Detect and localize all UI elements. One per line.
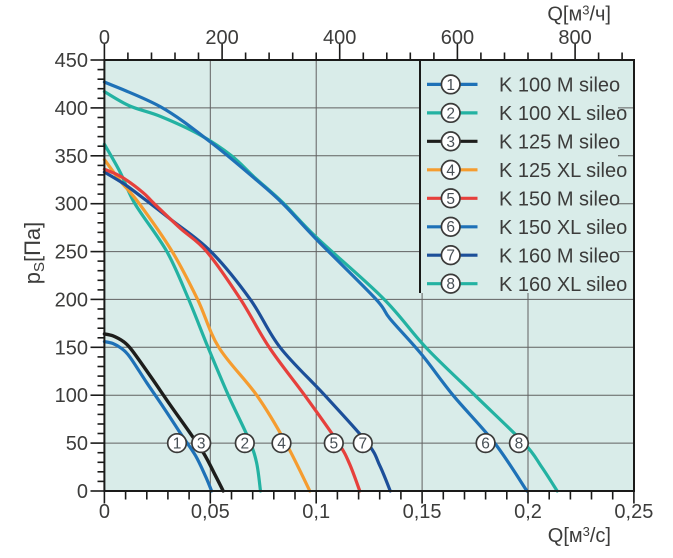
svg-text:300: 300 (55, 194, 88, 216)
svg-text:150: 150 (55, 337, 88, 359)
svg-text:200: 200 (205, 27, 238, 49)
svg-text:6: 6 (446, 219, 455, 236)
svg-text:0,15: 0,15 (403, 501, 442, 523)
svg-text:8: 8 (515, 436, 524, 453)
svg-text:250: 250 (55, 242, 88, 264)
svg-text:200: 200 (55, 289, 88, 311)
svg-text:4: 4 (446, 162, 455, 179)
svg-text:4: 4 (277, 436, 286, 453)
svg-text:600: 600 (441, 27, 474, 49)
svg-text:0: 0 (77, 481, 88, 503)
svg-text:3: 3 (446, 134, 455, 151)
svg-text:2: 2 (446, 105, 455, 122)
svg-text:350: 350 (55, 146, 88, 168)
svg-text:100: 100 (55, 385, 88, 407)
svg-text:6: 6 (481, 436, 490, 453)
svg-text:1: 1 (446, 77, 455, 94)
svg-text:0: 0 (99, 501, 110, 523)
svg-text:K 150 M sileo: K 150 M sileo (499, 189, 620, 211)
svg-text:K 125 M sileo: K 125 M sileo (499, 132, 620, 154)
svg-text:0,1: 0,1 (302, 501, 330, 523)
svg-text:7: 7 (446, 248, 455, 265)
svg-text:0,2: 0,2 (514, 501, 542, 523)
svg-text:450: 450 (55, 50, 88, 72)
svg-text:2: 2 (240, 436, 249, 453)
svg-text:400: 400 (323, 27, 356, 49)
svg-text:800: 800 (558, 27, 591, 49)
svg-text:3: 3 (197, 436, 206, 453)
svg-text:K 160 XL sileo: K 160 XL sileo (499, 274, 627, 296)
svg-text:400: 400 (55, 98, 88, 120)
svg-text:5: 5 (446, 191, 455, 208)
svg-text:K 160 M sileo: K 160 M sileo (499, 245, 620, 267)
svg-text:K 100 XL sileo: K 100 XL sileo (499, 103, 627, 125)
svg-text:K 100 M sileo: K 100 M sileo (499, 75, 620, 97)
svg-text:50: 50 (66, 433, 88, 455)
svg-text:0: 0 (99, 27, 110, 49)
svg-text:K 125 XL sileo: K 125 XL sileo (499, 160, 627, 182)
svg-text:0,25: 0,25 (614, 501, 653, 523)
svg-text:8: 8 (446, 276, 455, 293)
svg-text:Q[м3/ч]: Q[м3/ч] (547, 3, 611, 26)
svg-text:7: 7 (358, 436, 367, 453)
svg-text:K 150 XL sileo: K 150 XL sileo (499, 217, 627, 239)
svg-text:Q[м3/с]: Q[м3/с] (548, 524, 611, 547)
svg-text:pS[Па]: pS[Па] (20, 222, 48, 285)
svg-text:0,05: 0,05 (191, 501, 230, 523)
svg-text:1: 1 (173, 436, 182, 453)
svg-text:5: 5 (329, 436, 338, 453)
